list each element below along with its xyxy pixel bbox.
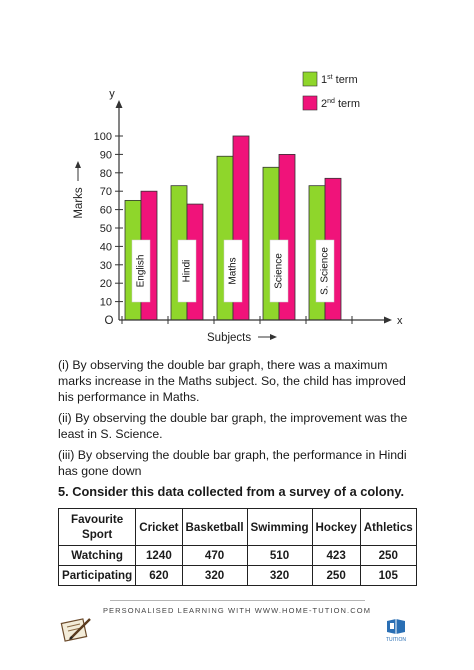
- x-label-arrow-icon: [270, 334, 277, 340]
- table-cell: 250: [359, 545, 417, 566]
- answer-3: (iii) By observing the double bar graph,…: [58, 448, 407, 478]
- header-favourite-sport: Favourite Sport: [57, 508, 137, 546]
- y-tick-label: 20: [100, 278, 112, 290]
- table-header-row: Favourite Sport Cricket Basketball Swimm…: [57, 508, 417, 546]
- table-cell: 510: [246, 545, 313, 566]
- tuition-logo-text: TUITION: [386, 637, 406, 643]
- answer-1: (i) By observing the double bar graph, t…: [58, 358, 406, 404]
- category-label: Science: [274, 253, 285, 289]
- legend-layer: 1st term 2nd term: [302, 71, 360, 111]
- category-label: English: [136, 255, 147, 288]
- table-cell: 1240: [135, 545, 183, 566]
- y-axis-label: Marks: [73, 187, 85, 219]
- category-label-box: [315, 239, 335, 303]
- survey-table: Favourite Sport Cricket Basketball Swimm…: [57, 508, 417, 586]
- axes-layer: y x O 10 20 30 40 50 60 70 80 90 100 Marks Subjects: [73, 88, 403, 344]
- y-tick-label: 10: [100, 297, 112, 309]
- category-label: Maths: [228, 257, 239, 284]
- header-hockey: Hockey: [311, 508, 361, 546]
- footer-divider: [110, 600, 365, 601]
- header-basketball: Basketball: [181, 508, 248, 546]
- row-label-watching: Watching: [57, 545, 137, 566]
- category-label: Hindi: [182, 260, 193, 283]
- y-tick-label: 30: [100, 260, 112, 272]
- y-tick-label: 100: [94, 131, 112, 143]
- legend-swatch: [302, 95, 318, 111]
- legend-swatch: [302, 71, 318, 87]
- category-label-box: [269, 239, 289, 303]
- legend-label: 2nd term: [321, 98, 360, 110]
- y-label-arrow-icon: [75, 161, 81, 168]
- category-labels-layer: English Hindi Maths Science S. Science: [131, 239, 335, 303]
- double-bar-chart: English Hindi Maths Science S. Science y x O 10…: [73, 71, 403, 344]
- footer-text: PERSONALISED LEARNING WITH WWW.HOME-TUTI…: [102, 606, 372, 615]
- table-cell: 320: [181, 565, 248, 586]
- category-label-box: [131, 239, 151, 303]
- header-cricket: Cricket: [135, 508, 183, 546]
- category-label-box: [223, 239, 243, 303]
- row-label-participating: Participating: [57, 565, 137, 586]
- header-swimming: Swimming: [246, 508, 313, 546]
- category-label: S. Science: [320, 247, 331, 295]
- table-cell: 320: [246, 565, 313, 586]
- x-axis-name: x: [397, 315, 403, 327]
- y-tick-label: 60: [100, 205, 112, 217]
- y-tick-label: 90: [100, 149, 112, 161]
- y-axis-name: y: [109, 88, 115, 100]
- table-cell: 423: [311, 545, 361, 566]
- tuition-logo-icon: TUITION: [386, 619, 406, 643]
- y-tick-label: 70: [100, 186, 112, 198]
- table-cell: 250: [311, 565, 361, 586]
- legend-label: 1st term: [321, 74, 358, 86]
- question-5: 5. Consider this data collected from a s…: [58, 484, 405, 499]
- pen-paper-logo-icon: [60, 618, 91, 642]
- x-axis-label: Subjects: [207, 332, 251, 344]
- y-tick-label: 40: [100, 241, 112, 253]
- category-label-box: [177, 239, 197, 303]
- y-tick-label: 80: [100, 168, 112, 180]
- header-athletics: Athletics: [359, 508, 417, 546]
- x-axis-arrow-icon: [384, 316, 392, 324]
- origin-label: O: [105, 315, 114, 327]
- table-cell: 620: [135, 565, 183, 586]
- table-row: Watching 1240 470 510 423 250: [57, 545, 417, 566]
- table-cell: 105: [359, 565, 417, 586]
- table-cell: 470: [181, 545, 248, 566]
- table-row: Participating 620 320 320 250 105: [57, 565, 417, 586]
- answer-2: (ii) By observing the double bar graph, …: [58, 411, 408, 441]
- y-tick-label: 50: [100, 223, 112, 235]
- y-axis-arrow-icon: [115, 100, 123, 108]
